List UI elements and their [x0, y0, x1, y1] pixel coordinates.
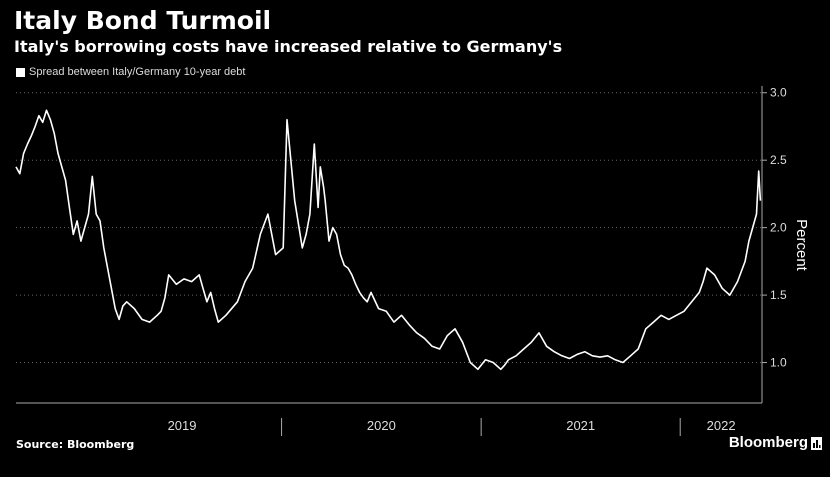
- y-tick-label: 2.5: [770, 153, 787, 167]
- legend: Spread between Italy/Germany 10-year deb…: [16, 66, 245, 78]
- source-note: Source: Bloomberg: [16, 438, 135, 451]
- y-tick-label: 1.5: [770, 288, 787, 302]
- x-tick-label: 2019: [168, 418, 197, 433]
- chart-subtitle: Italy's borrowing costs have increased r…: [14, 37, 563, 56]
- chart-icon: [811, 437, 822, 450]
- y-tick-label: 3.0: [770, 86, 787, 100]
- brand-logo: Bloomberg: [728, 434, 808, 451]
- x-tick-label: 2022: [707, 418, 736, 433]
- y-tick-label: 1.0: [770, 356, 787, 370]
- series-line-spread: [15, 109, 762, 371]
- y-axis-label: Percent: [793, 219, 810, 272]
- chart-title: Italy Bond Turmoil: [14, 6, 272, 35]
- x-tick-label: 2021: [566, 418, 595, 433]
- legend-swatch: [16, 67, 25, 77]
- legend-label: Spread between Italy/Germany 10-year deb…: [29, 66, 246, 78]
- x-tick-label: 2020: [367, 418, 396, 433]
- y-tick-label: 2.0: [770, 221, 787, 235]
